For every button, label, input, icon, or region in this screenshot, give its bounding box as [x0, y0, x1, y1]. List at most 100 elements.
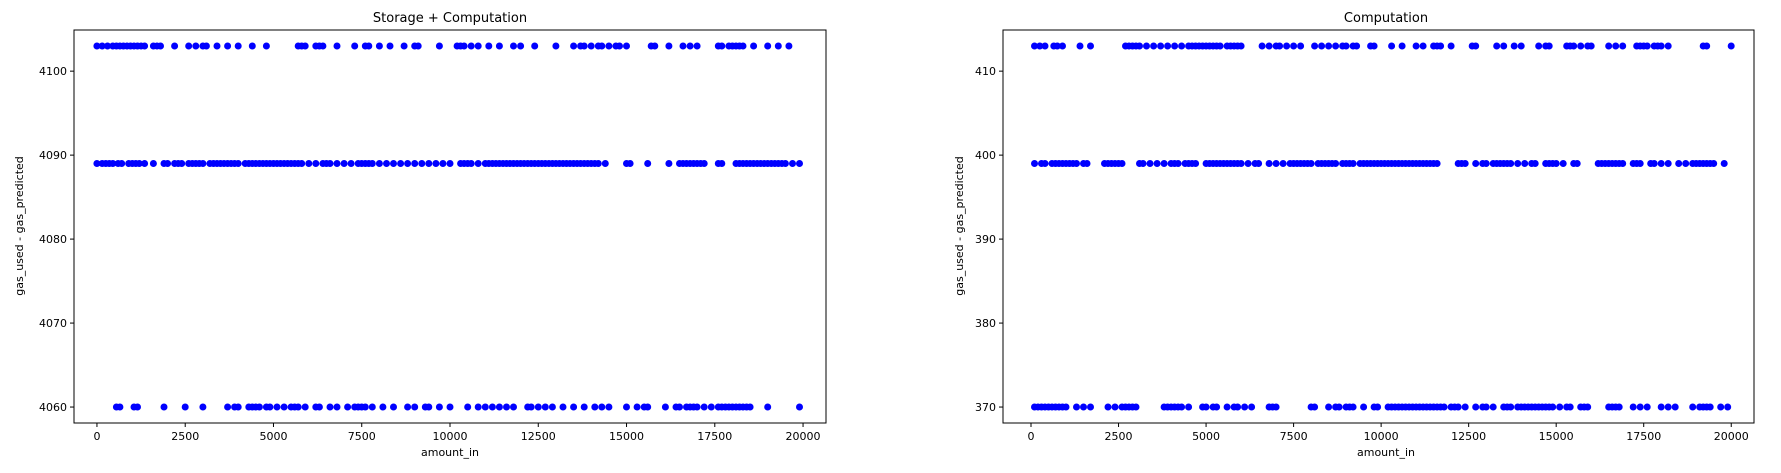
data-point: [1290, 42, 1298, 50]
data-point: [439, 160, 447, 167]
data-point: [234, 160, 242, 167]
data-point: [1111, 403, 1119, 411]
data-point: [383, 160, 390, 167]
data-point: [400, 42, 408, 50]
data-point: [1143, 42, 1150, 50]
data-point: [718, 160, 726, 167]
data-point: [1374, 403, 1382, 411]
data-point: [109, 160, 117, 167]
data-point: [1083, 160, 1091, 167]
plot-frame: [1002, 29, 1755, 424]
point-group: [1031, 42, 1735, 411]
y-axis-label: gas_used - gas_predicted: [13, 156, 26, 296]
data-point: [1118, 160, 1126, 167]
data-point: [224, 403, 232, 411]
data-point: [1636, 403, 1644, 411]
data-point: [679, 42, 687, 50]
data-point: [435, 42, 443, 50]
data-point: [1664, 403, 1672, 411]
x-axis-label: amount_in: [421, 446, 479, 459]
data-point: [262, 42, 270, 50]
data-point: [718, 42, 726, 50]
data-point: [1671, 403, 1679, 411]
data-point: [548, 403, 556, 411]
data-point: [432, 160, 440, 167]
data-point: [1353, 42, 1361, 50]
data-point: [693, 403, 701, 411]
data-point: [1643, 42, 1651, 50]
x-tick-label: 0: [93, 430, 100, 443]
data-point: [446, 403, 454, 411]
data-point: [1577, 42, 1585, 50]
data-point: [1216, 42, 1224, 50]
data-point: [1605, 42, 1613, 50]
data-point: [379, 403, 387, 411]
data-point: [1472, 403, 1480, 411]
data-point: [255, 403, 263, 411]
data-point: [1657, 160, 1665, 167]
data-point: [1258, 42, 1266, 50]
data-point: [739, 42, 747, 50]
data-point: [616, 42, 623, 50]
data-point: [181, 403, 189, 411]
data-point: [386, 42, 394, 50]
data-point: [1223, 403, 1231, 411]
data-point: [707, 403, 715, 411]
data-point: [157, 42, 164, 50]
data-point: [340, 160, 348, 167]
data-point: [1349, 160, 1357, 167]
data-point: [1248, 403, 1256, 411]
y-tick-label: 4070: [39, 317, 67, 330]
data-point: [185, 42, 193, 50]
data-point: [785, 42, 793, 50]
data-point: [1031, 42, 1038, 50]
data-point: [1710, 160, 1718, 167]
data-point: [411, 160, 419, 167]
x-tick-label: 20000: [786, 430, 821, 443]
data-point: [305, 160, 313, 167]
data-point: [534, 403, 542, 411]
data-point: [598, 42, 606, 50]
data-point: [1342, 42, 1350, 50]
data-point: [559, 403, 567, 411]
data-point: [1489, 403, 1497, 411]
data-point: [1157, 42, 1165, 50]
data-point: [665, 42, 673, 50]
data-point: [1318, 42, 1326, 50]
data-point: [1419, 42, 1427, 50]
x-tick-label: 7500: [1280, 430, 1308, 443]
data-point: [404, 160, 412, 167]
data-point: [1087, 42, 1094, 50]
data-point: [1178, 403, 1186, 411]
data-point: [319, 42, 327, 50]
data-point: [1297, 42, 1305, 50]
data-point: [404, 403, 412, 411]
data-point: [1283, 42, 1291, 50]
data-point: [774, 42, 782, 50]
data-point: [135, 160, 143, 167]
data-point: [1703, 42, 1711, 50]
data-point: [1272, 403, 1280, 411]
data-point: [1549, 403, 1557, 411]
data-point: [796, 403, 803, 411]
data-point: [1559, 160, 1567, 167]
data-point: [93, 160, 101, 167]
data-point: [1461, 160, 1469, 167]
data-point: [474, 403, 482, 411]
x-tick-label: 12500: [1451, 430, 1486, 443]
data-point: [676, 403, 683, 411]
data-point: [1073, 160, 1080, 167]
data-point: [1615, 403, 1623, 411]
data-point: [460, 42, 468, 50]
data-point: [1041, 160, 1049, 167]
data-point: [418, 160, 426, 167]
data-point: [644, 403, 652, 411]
data-point: [414, 42, 422, 50]
data-point: [1706, 403, 1714, 411]
data-point: [591, 403, 599, 411]
data-point: [1447, 42, 1455, 50]
data-point: [178, 160, 186, 167]
data-point: [1724, 403, 1732, 411]
data-point: [1566, 403, 1574, 411]
